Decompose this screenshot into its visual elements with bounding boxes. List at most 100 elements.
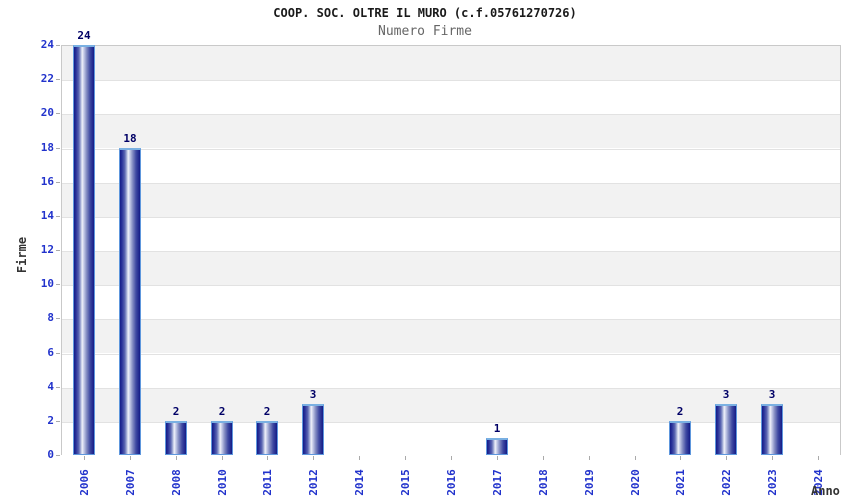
grid-band <box>62 353 840 388</box>
y-tick-label: 18 <box>40 140 54 154</box>
y-tick-label: 0 <box>47 448 54 461</box>
grid-band <box>62 148 840 183</box>
grid-line <box>62 353 840 355</box>
grid-band <box>62 421 840 456</box>
y-tick-mark <box>56 455 60 456</box>
bar-2023 <box>761 403 783 455</box>
x-tick-label-2021: 2021 <box>673 469 687 496</box>
x-tick-mark <box>405 456 406 460</box>
y-tick-label: 12 <box>40 243 54 256</box>
x-tick-mark <box>222 456 223 460</box>
plot-area <box>61 45 841 456</box>
x-tick-mark <box>313 456 314 460</box>
x-tick-label-2022: 2022 <box>719 469 733 496</box>
x-tick-label-2020: 2020 <box>628 469 642 496</box>
y-tick-mark <box>56 45 60 46</box>
y-tick-mark <box>56 318 60 320</box>
y-tick-label: 6 <box>47 345 54 359</box>
chart-title: COOP. SOC. OLTRE IL MURO (c.f.0576127072… <box>273 6 577 20</box>
y-tick-label: 24 <box>40 38 54 51</box>
bar-2010 <box>211 420 233 455</box>
grid-line <box>62 182 840 184</box>
bar-value-label-2010: 2 <box>218 404 226 418</box>
grid-line <box>62 421 840 423</box>
x-tick-label-2007: 2007 <box>123 469 137 496</box>
bar-2022 <box>715 403 737 455</box>
x-tick-label-2018: 2018 <box>536 469 550 496</box>
grid-line <box>62 216 840 218</box>
grid-band <box>62 285 840 320</box>
y-tick-mark <box>56 147 60 149</box>
y-tick-mark <box>56 386 60 388</box>
x-tick-label-2006: 2006 <box>77 469 91 496</box>
grid-line <box>62 114 840 116</box>
x-tick-mark <box>176 456 177 460</box>
grid-band <box>62 251 840 286</box>
grid-line <box>62 148 840 150</box>
grid-line <box>62 319 840 321</box>
y-tick-label: 10 <box>40 277 54 291</box>
bar-value-label-2007: 18 <box>123 131 137 145</box>
bar-value-label-2017: 1 <box>493 421 501 435</box>
x-tick-mark <box>497 456 498 460</box>
bar-value-label-2023: 3 <box>768 387 776 401</box>
bar-value-label-2011: 2 <box>263 404 271 418</box>
x-tick-label-2019: 2019 <box>582 469 596 496</box>
grid-line <box>62 285 840 287</box>
x-tick-label-2023: 2023 <box>765 469 779 496</box>
x-tick-label-2016: 2016 <box>444 469 458 496</box>
x-tick-mark <box>635 456 636 460</box>
x-tick-mark <box>680 456 681 460</box>
x-tick-mark <box>589 456 590 460</box>
x-tick-mark <box>451 456 452 460</box>
y-tick-mark <box>56 420 60 422</box>
y-tick-mark <box>56 250 60 251</box>
y-tick-label: 16 <box>40 174 54 188</box>
x-tick-mark <box>130 456 131 460</box>
bar-value-label-2012: 3 <box>309 387 317 401</box>
bar-2021 <box>669 420 691 455</box>
x-axis-title: Anno <box>811 484 840 498</box>
bar-value-label-2008: 2 <box>172 404 180 418</box>
bar-value-label-2006: 24 <box>77 29 91 42</box>
y-tick-mark <box>56 113 60 115</box>
x-tick-mark <box>772 456 773 460</box>
grid-band <box>62 182 840 217</box>
x-tick-label-2008: 2008 <box>169 469 183 496</box>
chart-subtitle: Numero Firme <box>378 24 472 39</box>
x-tick-mark <box>359 456 360 460</box>
y-tick-label: 4 <box>47 379 54 393</box>
grid-band <box>62 80 840 115</box>
bar-value-label-2022: 3 <box>722 387 730 401</box>
bar-2017 <box>486 437 508 455</box>
x-tick-mark <box>818 456 819 460</box>
grid-band <box>62 216 840 251</box>
bar-2006 <box>73 45 95 455</box>
grid-line <box>62 251 840 252</box>
grid-band <box>62 46 840 81</box>
y-tick-mark <box>56 79 60 81</box>
grid-band <box>62 387 840 422</box>
x-tick-mark <box>267 456 268 460</box>
x-tick-label-2010: 2010 <box>215 469 229 496</box>
grid-line <box>62 387 840 389</box>
grid-band <box>62 114 840 149</box>
x-tick-mark <box>543 456 544 460</box>
y-tick-label: 22 <box>40 72 54 86</box>
x-tick-label-2017: 2017 <box>490 469 504 496</box>
y-tick-label: 20 <box>40 106 54 120</box>
x-tick-mark <box>84 456 85 460</box>
y-tick-mark <box>56 181 60 183</box>
x-tick-label-2012: 2012 <box>306 469 320 496</box>
x-tick-mark <box>726 456 727 460</box>
y-tick-mark <box>56 215 60 217</box>
bar-2007 <box>119 147 141 455</box>
bar-2011 <box>256 420 278 455</box>
bar-value-label-2021: 2 <box>676 404 684 418</box>
bar-2008 <box>165 420 187 455</box>
x-tick-label-2014: 2014 <box>352 469 366 496</box>
y-tick-label: 14 <box>40 208 54 222</box>
y-tick-mark <box>56 284 60 286</box>
x-tick-label-2015: 2015 <box>398 469 412 496</box>
